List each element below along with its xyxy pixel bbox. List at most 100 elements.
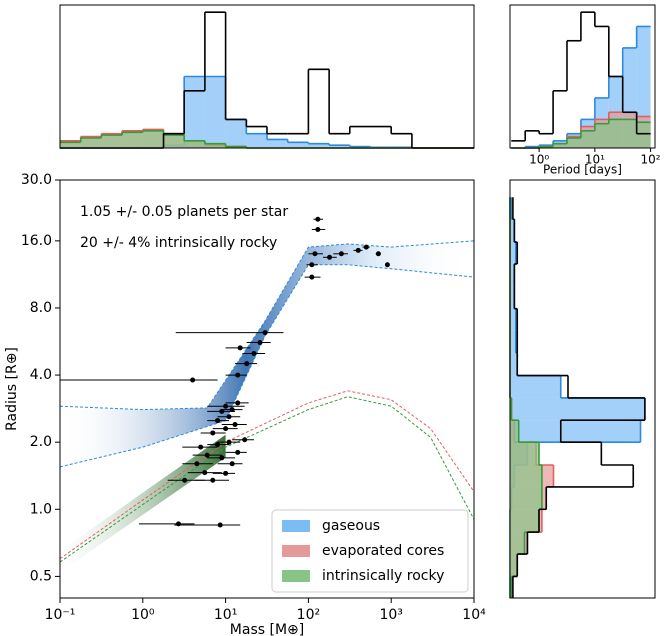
annotation: 1.05 +/- 0.05 planets per star	[80, 204, 288, 220]
y-tick-label: 16.0	[21, 233, 52, 249]
hist-bar	[510, 263, 515, 287]
hist-bar	[510, 330, 516, 354]
x-tick-label: 10¹	[214, 607, 237, 623]
hist-bar	[184, 140, 205, 148]
hist-bar	[510, 375, 561, 398]
hist-bar	[566, 137, 581, 148]
data-point	[315, 226, 321, 232]
hist-bar	[580, 130, 595, 148]
data-point	[194, 461, 200, 467]
frame	[59, 4, 475, 149]
frame	[509, 4, 656, 149]
y-tick-label: 0.5	[30, 568, 52, 584]
data-point	[210, 430, 216, 436]
data-point	[176, 521, 182, 527]
data-point	[262, 330, 268, 336]
data-point	[237, 345, 243, 351]
legend-label: gaseous	[322, 518, 380, 534]
hist-bar	[636, 122, 651, 148]
hist-bar	[510, 509, 539, 533]
hist-bar	[142, 130, 164, 148]
hist-bar	[510, 465, 542, 487]
hist-bar	[510, 397, 645, 421]
data-point	[235, 449, 241, 455]
hist-bar	[60, 142, 81, 148]
data-point	[226, 439, 232, 445]
hist-bar	[266, 139, 288, 148]
hist-bar	[101, 135, 123, 148]
hist-bar	[329, 145, 350, 148]
hist-bar	[184, 76, 205, 148]
hist-bar	[510, 308, 516, 331]
data-point	[257, 339, 263, 345]
data-point	[215, 442, 221, 448]
hist-bar	[510, 353, 518, 376]
data-point	[244, 361, 250, 367]
hist-bar	[594, 123, 609, 148]
data-point	[223, 470, 229, 476]
legend-swatch	[282, 545, 310, 557]
y-tick-label: 8.0	[30, 300, 52, 316]
data-point	[226, 414, 232, 420]
data-point	[190, 377, 196, 383]
annotation: 20 +/- 4% intrinsically rocky	[80, 235, 277, 251]
hist-bar	[163, 135, 185, 148]
legend-label: intrinsically rocky	[322, 568, 444, 584]
y-tick-label: 1.0	[30, 501, 52, 517]
hist-bar	[80, 137, 102, 148]
data-point	[235, 400, 241, 406]
data-point	[242, 437, 248, 443]
model-curve	[60, 396, 474, 563]
data-point	[251, 350, 257, 356]
data-point	[202, 470, 208, 476]
hist-bar	[122, 132, 143, 148]
x-tick-label: 10⁴	[462, 607, 486, 623]
data-point	[198, 444, 204, 450]
legend-label: evaporated cores	[322, 543, 444, 559]
hist-bar	[510, 286, 515, 309]
hist-bar	[225, 119, 247, 148]
hist-bar	[510, 420, 641, 443]
data-point	[223, 426, 229, 432]
model-curve	[60, 264, 474, 468]
data-point	[315, 216, 321, 222]
y-tick-label: 4.0	[30, 367, 52, 383]
legend-box	[271, 509, 469, 593]
x-tick-label: 10³	[379, 607, 402, 623]
data-point	[235, 372, 241, 378]
data-point	[384, 262, 390, 268]
x-axis-label: Mass [M⊕]	[230, 622, 304, 636]
hist-bar	[553, 143, 567, 148]
hist-bar	[204, 76, 226, 148]
hist-bar	[510, 442, 539, 466]
data-point	[309, 262, 315, 268]
hist-bar	[287, 142, 309, 148]
hist-bar	[510, 486, 542, 510]
hist-bar	[510, 420, 519, 443]
data-point	[312, 251, 318, 257]
hist-bar	[204, 143, 226, 148]
y-tick-label: 2.0	[30, 434, 52, 450]
data-point	[223, 403, 229, 409]
data-point	[219, 455, 225, 461]
hist-bar	[510, 242, 516, 264]
gaseous-band	[60, 240, 474, 467]
data-point	[229, 407, 235, 413]
frame	[509, 179, 656, 599]
data-point	[215, 418, 221, 424]
data-point	[182, 477, 188, 483]
x-tick-label: 10⁻¹	[45, 607, 76, 623]
plot-area	[60, 216, 474, 573]
hist-bar	[510, 554, 518, 577]
y-tick-label: 30.0	[21, 172, 52, 188]
data-point	[204, 452, 210, 458]
hist-bar	[622, 119, 637, 148]
data-point	[217, 522, 223, 528]
data-point	[232, 422, 238, 428]
data-point	[210, 477, 216, 483]
model-curve	[60, 390, 474, 560]
data-point	[229, 461, 235, 467]
hist-bar	[510, 219, 515, 243]
data-point	[355, 247, 361, 253]
